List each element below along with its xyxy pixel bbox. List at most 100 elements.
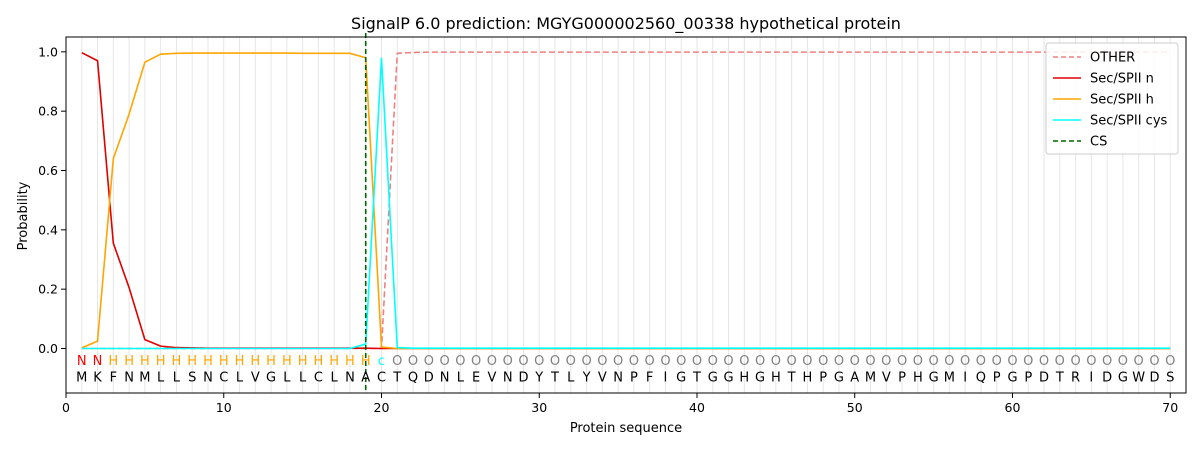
annotation-label: O [581, 354, 591, 369]
residue-label: D [1149, 371, 1159, 386]
annotation-label: O [755, 354, 765, 369]
residue-label: L [567, 371, 575, 386]
annotation-label: H [219, 354, 229, 369]
residue-label: T [692, 371, 701, 386]
residue-label: H [913, 371, 923, 386]
residue-label: G [929, 371, 939, 386]
residue-label: P [630, 371, 638, 386]
legend-label: OTHER [1090, 51, 1135, 66]
residue-label: V [251, 371, 260, 386]
annotation-label: H [140, 354, 150, 369]
residue-label: I [963, 371, 967, 386]
residue-label: L [236, 371, 244, 386]
residue-label: N [613, 371, 623, 386]
annotation-label: O [787, 354, 797, 369]
residue-label: L [157, 371, 165, 386]
x-tick-label: 50 [847, 400, 863, 415]
annotation-label: O [503, 354, 513, 369]
residue-label: G [1007, 371, 1017, 386]
annotation-label: O [928, 354, 938, 369]
residue-label: H [771, 371, 781, 386]
residue-label: A [361, 371, 370, 386]
residue-label: D [518, 371, 528, 386]
annotation-label: O [1007, 354, 1017, 369]
residue-label: C [314, 371, 323, 386]
annotation-label: O [392, 354, 402, 369]
annotation-label: O [913, 354, 923, 369]
annotation-label: O [1118, 354, 1128, 369]
residue-label: L [283, 371, 291, 386]
annotation-label: O [645, 354, 655, 369]
annotation-label: H [282, 354, 292, 369]
annotation-label: H [187, 354, 197, 369]
residue-label: C [377, 371, 386, 386]
residue-label: M [76, 371, 87, 386]
annotation-label: O [550, 354, 560, 369]
annotation-label: O [1055, 354, 1065, 369]
annotation-label: O [897, 354, 907, 369]
annotation-label: O [487, 354, 497, 369]
annotation-label: O [976, 354, 986, 369]
residue-label: M [944, 371, 955, 386]
annotation-label: O [850, 354, 860, 369]
annotation-label: O [660, 354, 670, 369]
residue-label: G [834, 371, 844, 386]
residue-label: S [188, 371, 196, 386]
annotation-label: N [77, 354, 87, 369]
residue-label: V [882, 371, 891, 386]
residue-label: E [472, 371, 480, 386]
residue-label: T [787, 371, 796, 386]
residue-label: M [139, 371, 150, 386]
annotation-label: O [518, 354, 528, 369]
annotation-label: H [250, 354, 260, 369]
annotation-label: H [203, 354, 213, 369]
x-tick-label: 0 [62, 400, 70, 415]
residue-label: F [110, 371, 117, 386]
residue-label: Q [408, 371, 418, 386]
annotation-label: O [818, 354, 828, 369]
residue-label: P [1024, 371, 1032, 386]
annotation-label: O [771, 354, 781, 369]
residue-label: D [424, 371, 434, 386]
y-tick-label: 0.8 [38, 104, 58, 119]
series-line-sec-spii-cys [81, 57, 1171, 350]
plot-area [81, 33, 1171, 393]
series-line-sec-spii-n [81, 52, 1171, 350]
legend-label: Sec/SPII n [1090, 72, 1154, 87]
residue-label: G [723, 371, 733, 386]
residue-label: A [850, 371, 859, 386]
residue-label: I [1089, 371, 1093, 386]
annotation-label: O [960, 354, 970, 369]
residue-label: H [739, 371, 749, 386]
residue-label: V [598, 371, 607, 386]
residue-label: L [331, 371, 339, 386]
legend-label: CS [1090, 135, 1107, 150]
residue-label: D [1102, 371, 1112, 386]
residue-label: W [1132, 371, 1145, 386]
residue-label: N [503, 371, 513, 386]
annotation-label: O [1134, 354, 1144, 369]
residue-label: L [173, 371, 181, 386]
residue-label: Q [976, 371, 986, 386]
annotation-label: O [676, 354, 686, 369]
residue-label: T [1055, 371, 1064, 386]
series-line-sec-spii-h [81, 52, 1171, 350]
annotation-label: O [597, 354, 607, 369]
annotation-label: O [471, 354, 481, 369]
annotation-label: H [156, 354, 166, 369]
annotation-label: O [629, 354, 639, 369]
annotation-label: O [692, 354, 702, 369]
residue-label: P [898, 371, 906, 386]
annotation-label: O [1102, 354, 1112, 369]
annotation-label: O [992, 354, 1002, 369]
residue-label: N [124, 371, 134, 386]
annotation-label: O [1149, 354, 1159, 369]
annotation-label: O [534, 354, 544, 369]
annotation-label: c [378, 354, 385, 369]
series-line-other [81, 51, 1171, 350]
residue-label: T [392, 371, 401, 386]
legend-label: Sec/SPII cys [1090, 114, 1168, 129]
residue-label: G [676, 371, 686, 386]
residue-label: N [440, 371, 450, 386]
residue-label: G [755, 371, 765, 386]
